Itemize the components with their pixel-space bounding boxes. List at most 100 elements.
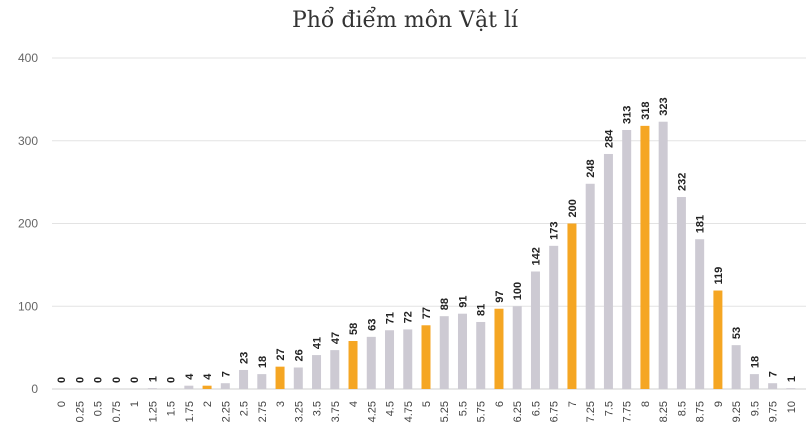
data-label: 7 — [768, 371, 780, 377]
x-tick-label: 6.5 — [530, 401, 542, 416]
data-label: 119 — [713, 267, 725, 285]
data-label: 284 — [603, 129, 615, 148]
x-tick-label: 3.5 — [312, 401, 324, 416]
x-tick-label: 9 — [713, 401, 725, 407]
data-label: 63 — [366, 319, 378, 331]
data-label: 0 — [74, 377, 86, 383]
x-tick-label: 10 — [786, 401, 798, 413]
y-tick-label: 0 — [31, 382, 38, 396]
bar — [676, 197, 686, 389]
data-label: 0 — [111, 377, 123, 383]
bar — [275, 366, 285, 389]
bar — [512, 306, 522, 389]
x-tick-label: 8 — [640, 401, 652, 407]
x-tick-label: 9.25 — [731, 401, 743, 422]
data-label: 18 — [749, 356, 761, 368]
x-tick-label: 0.5 — [93, 401, 105, 416]
bar — [768, 383, 778, 389]
data-label: 248 — [585, 159, 597, 177]
bar — [147, 388, 157, 389]
data-label: 18 — [257, 356, 269, 368]
bar — [385, 330, 395, 389]
x-tick-label: 6 — [494, 401, 506, 407]
x-tick-label: 1.25 — [147, 401, 159, 422]
data-label: 318 — [640, 101, 652, 119]
chart-title: Phổ điểm môn Vật lí — [291, 8, 519, 33]
data-label: 232 — [676, 173, 688, 191]
bar — [220, 383, 230, 389]
bar — [658, 121, 668, 389]
data-label: 88 — [439, 298, 451, 310]
x-tick-label: 6.25 — [512, 401, 524, 422]
x-tick-label: 4.5 — [385, 401, 397, 416]
x-tick-label: 5.25 — [439, 401, 451, 422]
data-label: 47 — [330, 332, 342, 344]
data-label: 4 — [202, 373, 214, 380]
data-label: 0 — [129, 377, 141, 383]
bar — [549, 245, 559, 389]
data-label: 72 — [403, 311, 415, 323]
x-tick-label: 2.75 — [257, 401, 269, 422]
bar — [457, 313, 467, 389]
bar — [312, 355, 322, 389]
x-tick-label: 2.5 — [239, 401, 251, 416]
data-label: 23 — [239, 352, 251, 364]
data-label: 173 — [549, 221, 561, 239]
data-label: 181 — [695, 215, 707, 233]
x-tick-label: 2 — [202, 401, 214, 407]
bar — [348, 341, 358, 389]
data-label: 1 — [786, 376, 798, 382]
x-tick-label: 8.25 — [658, 401, 670, 422]
bar — [494, 308, 504, 389]
bar — [567, 223, 577, 389]
data-label: 142 — [530, 247, 542, 265]
data-label: 0 — [166, 377, 178, 383]
x-tick-label: 5.75 — [476, 401, 488, 422]
bar — [239, 369, 249, 389]
bar — [257, 374, 267, 389]
data-label: 7 — [220, 371, 232, 377]
bar — [749, 374, 759, 389]
bar — [731, 345, 741, 389]
bar — [403, 329, 413, 389]
data-label: 97 — [494, 290, 506, 302]
x-tick-label: 4.75 — [403, 401, 415, 422]
bar — [184, 385, 194, 389]
data-label: 100 — [512, 282, 524, 300]
x-tick-label: 7 — [567, 401, 579, 407]
x-tick-label: 4 — [348, 401, 360, 407]
x-tick-label: 3 — [275, 401, 287, 407]
x-tick-label: 9.5 — [749, 401, 761, 416]
x-tick-label: 7.75 — [622, 401, 634, 422]
x-tick-label: 7.25 — [585, 401, 597, 422]
data-label: 53 — [731, 327, 743, 339]
y-tick-label: 200 — [18, 217, 38, 231]
y-tick-label: 400 — [18, 51, 38, 65]
bar — [585, 183, 595, 389]
bar — [202, 385, 212, 389]
bar — [622, 129, 632, 389]
bar — [366, 336, 376, 389]
y-tick-label: 100 — [18, 299, 38, 313]
x-tick-label: 8.75 — [695, 401, 707, 422]
x-tick-label: 6.75 — [549, 401, 561, 422]
bar — [603, 153, 613, 389]
bar — [713, 290, 723, 389]
x-tick-label: 0 — [56, 401, 68, 407]
y-tick-label: 300 — [18, 134, 38, 148]
x-tick-label: 3.25 — [293, 401, 305, 422]
x-tick-label: 4.25 — [366, 401, 378, 422]
bar — [476, 321, 486, 389]
data-label: 77 — [421, 307, 433, 319]
data-label: 4 — [184, 373, 196, 380]
bar — [439, 316, 449, 389]
bar — [293, 367, 303, 389]
data-label: 71 — [385, 312, 397, 324]
data-label: 81 — [476, 304, 488, 316]
data-label: 27 — [275, 348, 287, 360]
x-tick-label: 1.75 — [184, 401, 196, 422]
x-tick-label: 7.5 — [603, 401, 615, 416]
bar — [640, 125, 650, 389]
data-label: 1 — [147, 376, 159, 382]
